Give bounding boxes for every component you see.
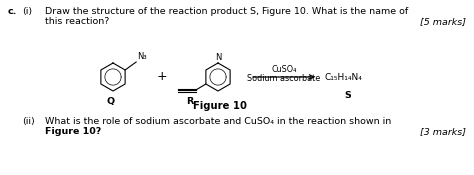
Text: Q: Q [107,97,115,106]
Text: c.: c. [8,7,18,16]
Text: Sodium ascorbate: Sodium ascorbate [247,74,320,83]
Text: CuSO₄: CuSO₄ [271,65,297,74]
Text: (ii): (ii) [22,117,35,126]
Text: +: + [157,71,167,83]
Text: (i): (i) [22,7,32,16]
Text: Figure 10?: Figure 10? [45,127,101,136]
Text: Figure 10: Figure 10 [193,101,247,111]
Text: N₃: N₃ [137,52,147,61]
Text: [3 marks]: [3 marks] [420,127,466,136]
Text: this reaction?: this reaction? [45,17,109,26]
Text: Draw the structure of the reaction product S, Figure 10. What is the name of: Draw the structure of the reaction produ… [45,7,408,16]
Text: What is the role of sodium ascorbate and CuSO₄ in the reaction shown in: What is the role of sodium ascorbate and… [45,117,391,126]
Text: C₁₅H₁₄N₄: C₁₅H₁₄N₄ [325,72,363,82]
Text: R: R [186,97,193,106]
Text: [5 marks]: [5 marks] [420,17,466,26]
Text: S: S [345,91,351,100]
Text: N: N [215,52,221,61]
